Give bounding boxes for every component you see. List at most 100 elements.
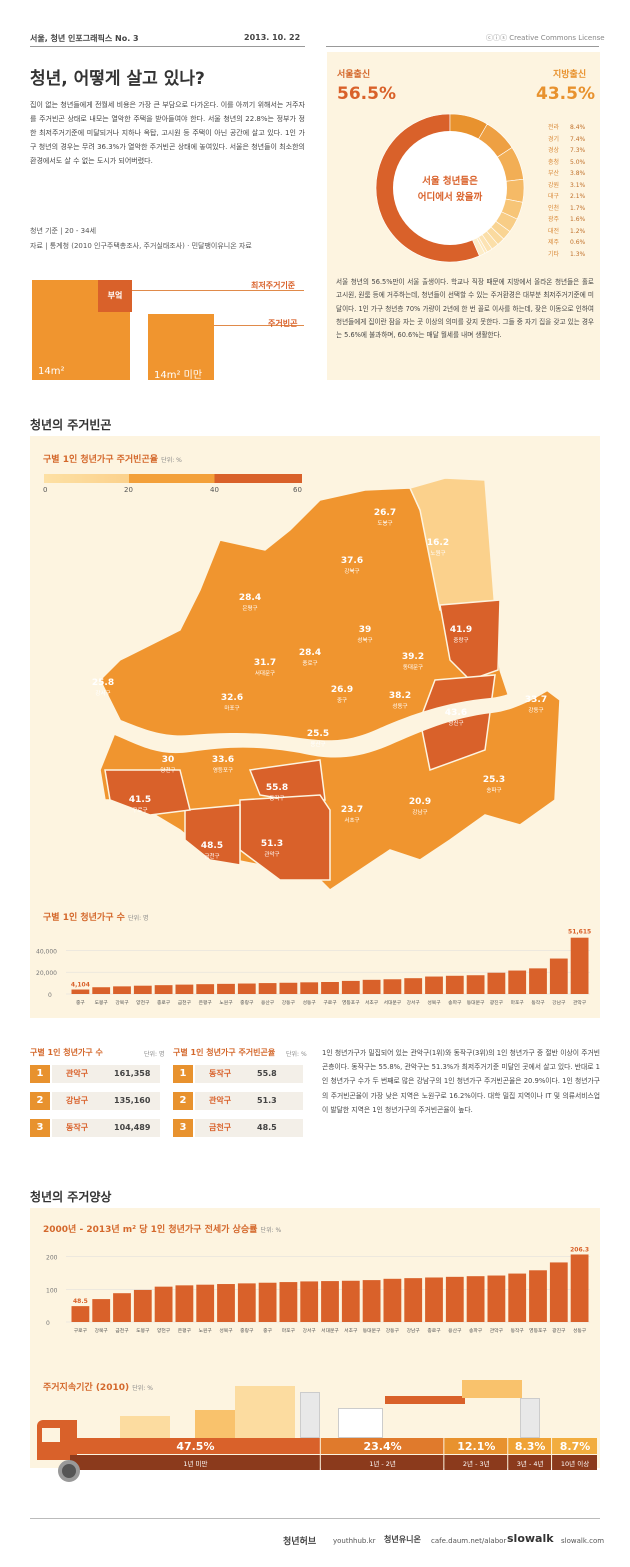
region-name: 경기	[548, 135, 560, 143]
x-tick: 중랑구	[240, 999, 254, 1006]
rent-chart: 200 100 0 구로구 강북구 금천구 도봉구 양천구 은평구 노원구 성북구 중랑구 중구 마포구 강…	[46, 1246, 590, 1334]
cc-icon: ⓒⓘⓢ	[486, 34, 510, 42]
duration-label-bg	[444, 1455, 508, 1470]
district-name: 광진구	[448, 719, 463, 727]
rank-text: 1인 청년가구가 밀집되어 있는 관악구(1위)와 동작구(3위)의 1인 청년…	[322, 1049, 600, 1114]
district-gwanak	[239, 794, 331, 881]
url-youthunion[interactable]: cafe.daum.net/alabor	[431, 1537, 507, 1545]
x-tick: 노원구	[219, 999, 233, 1006]
scale-40: 40	[210, 486, 219, 494]
rank-value: 55.8	[257, 1069, 277, 1078]
district-name: 성동구	[392, 702, 407, 710]
bar	[71, 989, 90, 994]
x-tick: 마포구	[282, 1327, 296, 1334]
seoul-origin-pct: 56.5%	[337, 84, 396, 104]
region-item: 기타 1.3%	[548, 249, 596, 261]
region-pct: 1.2%	[570, 227, 586, 235]
region-name: 전라	[548, 124, 560, 131]
bar	[508, 1273, 527, 1322]
region-pct: 0.6%	[570, 239, 586, 246]
district-value: 25.5	[307, 729, 329, 739]
bar	[217, 983, 235, 994]
district-value: 25.8	[92, 678, 114, 688]
area-label-small: 14m² 미만	[154, 370, 203, 381]
district-jungnang	[439, 599, 501, 681]
duration-value: 12.1%	[457, 1440, 495, 1453]
x-tick: 종로구	[157, 1000, 171, 1006]
rank-district: 동작구	[209, 1069, 232, 1078]
y-tick: 0	[46, 1320, 50, 1327]
local-origin-label: 지방출신	[553, 70, 587, 80]
poverty-label: 주거빈곤	[268, 319, 298, 328]
x-tick: 중구	[263, 1328, 272, 1334]
x-tick: 성북구	[427, 999, 441, 1006]
region-item: 경기 7.4%	[548, 134, 596, 146]
district-name: 마포구	[224, 704, 239, 712]
x-tick: 성북구	[219, 1327, 233, 1334]
url-slowalk[interactable]: slowalk.com	[561, 1537, 605, 1545]
region-item: 대구 2.1%	[548, 191, 596, 203]
page-title: 청년, 어떻게 살고 있나?	[30, 69, 205, 89]
district-name: 서대문구	[255, 669, 275, 677]
district-value: 39.2	[402, 652, 424, 662]
x-tick: 성동구	[303, 999, 317, 1006]
district-name: 은평구	[242, 605, 257, 612]
x-tick: 강동구	[282, 999, 296, 1006]
rank-poverty-title: 구별 1인 청년가구 주거빈곤율	[173, 1048, 276, 1057]
series-title: 서울, 청년 인포그래픽스 No. 3	[30, 34, 139, 43]
x-tick: 강남구	[407, 1327, 421, 1334]
date: 2013. 10. 22	[244, 33, 301, 42]
region-pct: 2.1%	[570, 193, 586, 200]
duration-value: 47.5%	[176, 1440, 214, 1453]
truck-wheel-icon	[58, 1460, 80, 1482]
region-pct: 1.7%	[570, 204, 586, 212]
duration-segment	[552, 1438, 597, 1454]
duration-category: 3년 - 4년	[517, 1459, 544, 1468]
region-name: 강원	[548, 181, 560, 189]
donut-center-line2: 어디에서 왔을까	[418, 191, 483, 203]
bar	[508, 970, 527, 994]
district-value: 41.5	[129, 795, 151, 805]
url-youthhub[interactable]: youthhub.kr	[333, 1537, 376, 1545]
rank-row: 3 금천구 48.5	[173, 1119, 303, 1137]
district-name: 관악구	[264, 850, 279, 858]
district-name: 도봉구	[377, 520, 392, 527]
region-item: 인천 1.7%	[548, 203, 596, 215]
bar	[341, 1280, 360, 1322]
region-pct: 3.1%	[570, 181, 586, 189]
district-value: 33.6	[212, 755, 234, 765]
x-tick: 강북구	[115, 999, 129, 1006]
rank-number: 2	[173, 1092, 193, 1110]
kitchen-box: 부엌	[98, 280, 132, 312]
x-tick: 중구	[76, 1000, 85, 1006]
x-tick: 강서구	[303, 1327, 317, 1334]
rent-chart-unit: 단위: %	[260, 1227, 282, 1234]
scale-20: 20	[124, 486, 133, 494]
table-icon	[385, 1396, 465, 1404]
data-label-min: 4,104	[71, 982, 90, 989]
x-tick: 서초구	[365, 999, 379, 1006]
bar	[466, 1276, 485, 1322]
min-standard-label: 최저주거기준	[251, 281, 296, 290]
district-name: 서초구	[344, 816, 359, 824]
bar	[570, 1254, 589, 1322]
bar	[154, 985, 173, 994]
district-name: 동작구	[269, 795, 284, 802]
bar	[404, 1278, 423, 1322]
rank-district: 관악구	[209, 1096, 232, 1105]
data-label-max: 206.3	[570, 1246, 589, 1253]
x-tick: 광진구	[552, 1327, 566, 1334]
bar	[279, 1282, 298, 1322]
scale-0: 0	[43, 486, 48, 494]
x-tick: 성동구	[573, 1327, 587, 1334]
bar	[321, 1281, 339, 1322]
duration-segment	[508, 1438, 552, 1454]
truck-window-icon	[42, 1428, 60, 1442]
district-name: 구로구	[132, 807, 147, 814]
district-name: 강북구	[344, 568, 359, 575]
fridge-icon	[300, 1392, 320, 1438]
x-tick: 송파구	[469, 1327, 483, 1334]
local-origin-pct: 43.5%	[536, 84, 595, 104]
bar	[279, 982, 298, 994]
duration-label-bg	[552, 1455, 597, 1470]
